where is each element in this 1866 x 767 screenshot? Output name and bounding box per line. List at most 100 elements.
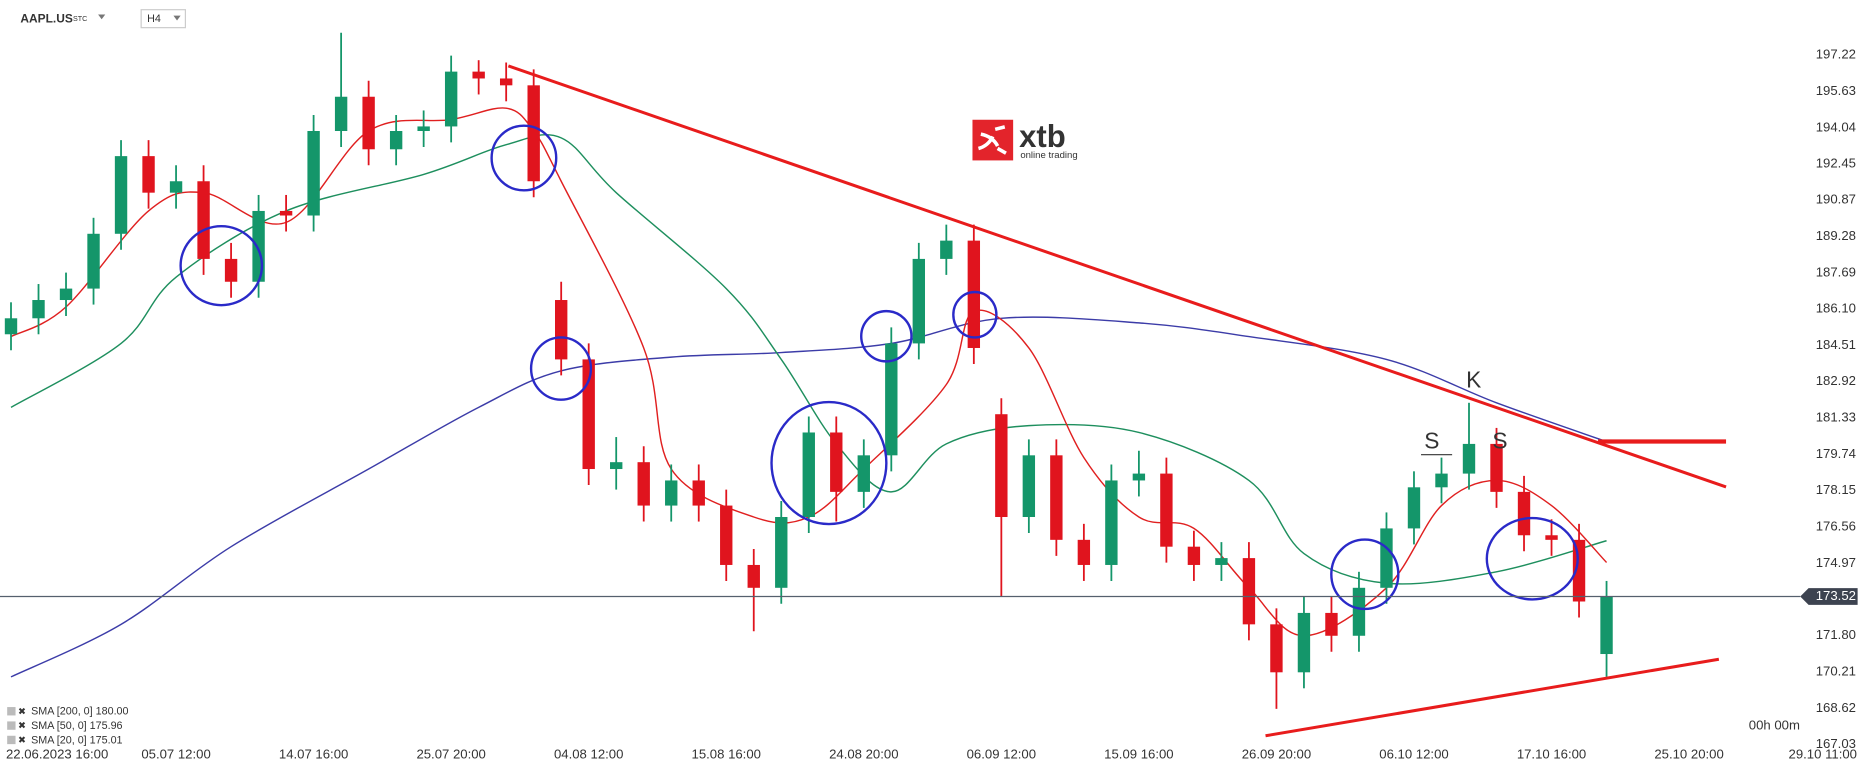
- candle-body: [87, 233, 100, 289]
- legend-label: SMA [50, 0] 175.96: [31, 720, 122, 732]
- candle-body: [1105, 480, 1118, 565]
- candle-body: [1352, 587, 1366, 636]
- x-tick-label: 25.07 20:00: [416, 746, 485, 761]
- circle: [179, 225, 264, 307]
- candle-body: [389, 131, 403, 150]
- candle-body: [362, 96, 375, 150]
- y-tick-label: 184.51: [1816, 337, 1856, 352]
- y-tick-label: 197.22: [1816, 47, 1856, 62]
- circle: [490, 124, 558, 192]
- legend-x: ✖: [18, 721, 26, 732]
- circle: [860, 309, 913, 363]
- annotation: S: [1424, 428, 1439, 454]
- candle-body: [885, 343, 898, 456]
- candle-body: [142, 156, 155, 193]
- candle-body: [1407, 487, 1421, 529]
- y-tick-label: 174.97: [1816, 555, 1856, 570]
- x-tick-label: 06.10 12:00: [1379, 746, 1448, 761]
- candle-body: [747, 564, 760, 588]
- candle-body: [967, 240, 981, 348]
- candle-body: [197, 181, 210, 259]
- candle-body: [1022, 455, 1036, 517]
- legend-label: SMA [200, 0] 180.00: [31, 706, 128, 718]
- candle-body: [307, 131, 320, 216]
- y-tick-label: 189.28: [1816, 228, 1856, 243]
- candle-body: [802, 432, 815, 517]
- candle-body: [1077, 539, 1091, 565]
- candle-body: [417, 126, 430, 132]
- candle-body: [1572, 539, 1586, 602]
- y-tick-label: 168.62: [1816, 700, 1856, 715]
- x-tick-label: 29.10 11:00: [1789, 746, 1857, 761]
- candle-body: [1160, 473, 1173, 547]
- logo-tagline: online trading: [1020, 150, 1077, 161]
- y-tick-label: 190.87: [1816, 192, 1856, 207]
- candle-body: [1380, 528, 1393, 588]
- y-tick-label: 186.10: [1816, 301, 1856, 316]
- candle-body: [499, 78, 513, 86]
- sma-line: [10, 107, 1608, 637]
- annotation: K: [1466, 367, 1481, 393]
- y-tick-label: 167.03: [1816, 736, 1856, 751]
- candle-body: [1325, 612, 1338, 636]
- candle-body: [59, 288, 73, 301]
- x-tick-label: 24.08 20:00: [829, 746, 898, 761]
- candle-body: [4, 318, 18, 335]
- candle-body: [224, 258, 238, 282]
- candle-body: [830, 432, 843, 492]
- symbol: AAPL.US: [20, 11, 72, 25]
- candle-body: [995, 414, 1008, 517]
- sma-line: [10, 316, 1607, 678]
- candle-body: [1517, 491, 1531, 536]
- candle-body: [1215, 558, 1228, 565]
- interval: H4: [147, 13, 161, 25]
- y-tick-label: 194.04: [1816, 119, 1856, 134]
- annotation: S: [1492, 428, 1507, 454]
- trend-line: [1265, 657, 1720, 738]
- y-tick-label: 176.56: [1816, 519, 1856, 534]
- legend-icon: [7, 707, 16, 716]
- candle-body: [1270, 624, 1283, 673]
- candle-body: [1490, 443, 1503, 492]
- x-tick-label: 05.07 12:00: [141, 746, 210, 761]
- candle-body: [1132, 473, 1146, 481]
- circle: [1485, 516, 1579, 601]
- legend-icon: [7, 721, 16, 730]
- candle-body: [940, 240, 953, 259]
- legend-icon: [7, 735, 16, 745]
- x-tick-label: 06.09 12:00: [967, 746, 1036, 761]
- legend-label: SMA [20, 0] 175.01: [31, 734, 122, 746]
- logo-text: xtb: [1019, 119, 1066, 154]
- candle-body: [610, 462, 623, 470]
- candle-body: [1297, 612, 1311, 673]
- y-tick-label: 192.45: [1816, 156, 1856, 171]
- market: STC: [73, 15, 87, 23]
- sma-layer: [10, 107, 1608, 678]
- candle-body: [527, 85, 540, 182]
- candle-body: [1435, 473, 1448, 488]
- timer: 00h 00m: [1749, 718, 1800, 733]
- y-tick-label: 182.92: [1816, 373, 1856, 388]
- logo-x: [977, 125, 1007, 155]
- drawings: [179, 64, 1727, 738]
- candle-body: [665, 480, 678, 506]
- interval-select[interactable]: [140, 9, 187, 29]
- x-tick-label: 22.06.2023 16:00: [6, 746, 108, 761]
- candle-body: [279, 210, 293, 216]
- dropdown-icon[interactable]: [98, 14, 106, 20]
- legend: ✖ SMA [200, 0] 180.00 ✖ SMA [50, 0] 175.96 ✖…: [7, 706, 129, 746]
- dropdown-icon: [173, 15, 181, 21]
- trend-line: [507, 64, 1727, 489]
- legend-x: ✖: [18, 735, 26, 746]
- candle-body: [169, 181, 183, 193]
- circle: [1330, 538, 1400, 611]
- x-tick-label: 26.09 20:00: [1242, 746, 1311, 761]
- candle-body: [1050, 455, 1063, 540]
- candle-body: [637, 462, 650, 506]
- candle-body: [555, 300, 568, 360]
- x-tick-label: 17.10 16:00: [1517, 746, 1586, 761]
- candle-body: [1242, 558, 1256, 625]
- y-tick-label: 170.21: [1816, 664, 1856, 679]
